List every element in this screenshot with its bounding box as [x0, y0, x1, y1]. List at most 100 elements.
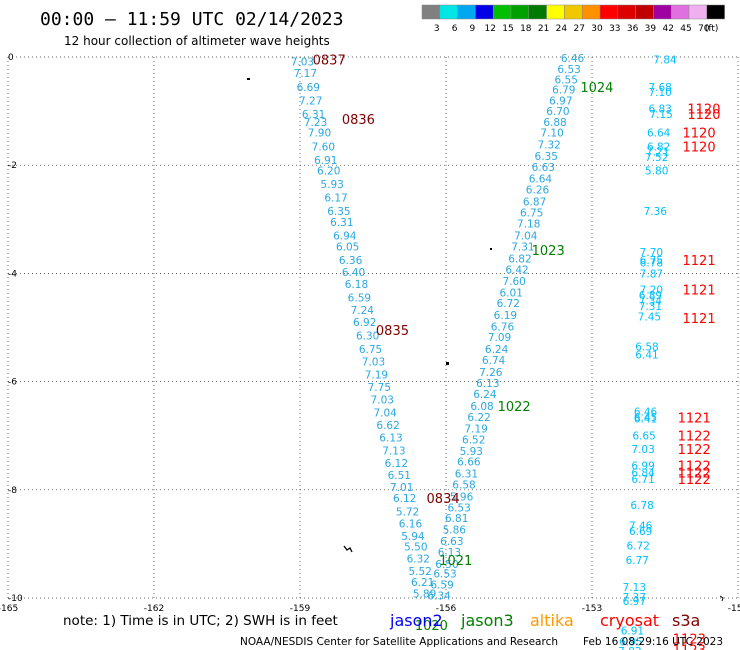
swh-value: 6.01 — [500, 287, 523, 299]
y-axis-ticks: 0 -2 -4 -6 -8 -10 — [8, 53, 23, 604]
swh-value: 6.21 — [411, 577, 434, 589]
swh-value: 6.08 — [470, 401, 493, 413]
swh-value: 6.13 — [438, 547, 461, 559]
time-label: 1120 — [687, 108, 720, 123]
time-label: 1122 — [678, 473, 711, 488]
swh-value: 7.19 — [365, 370, 388, 382]
swh-value: 7.24 — [351, 305, 375, 317]
swh-value: 7.03 — [362, 357, 385, 369]
swh-value: 7.90 — [308, 128, 331, 140]
legend-swatch — [528, 4, 547, 20]
legend-swatch — [421, 4, 441, 20]
swh-value: 7.36 — [644, 206, 668, 218]
swh-value: 6.59 — [348, 293, 371, 305]
island-mark — [446, 362, 449, 365]
swh-value: 5.86 — [443, 524, 467, 536]
swh-value: 6.75 — [359, 344, 382, 356]
swh-value: 6.55 — [555, 75, 578, 87]
swh-value: 6.58 — [635, 341, 658, 353]
legend-label: 33 — [609, 24, 620, 34]
legend-label: 15 — [502, 24, 513, 34]
y-tick-label: -6 — [8, 378, 17, 388]
legend-label: 9 — [470, 24, 476, 34]
swh-value: 6.82 — [508, 253, 531, 265]
time-label: 1121 — [683, 284, 716, 299]
y-tick-label: -10 — [8, 594, 23, 604]
swh-value: 7.70 — [640, 247, 663, 259]
map-marks — [247, 78, 724, 602]
legend-label: 42 — [662, 24, 673, 34]
plot-grid — [7, 56, 739, 599]
swh-value: 6.36 — [339, 255, 363, 267]
legend-label: (ft) — [705, 24, 719, 34]
satellite-legend: jason2 jason3 altika cryosat s3a — [389, 611, 700, 630]
swh-value: 6.75 — [520, 207, 543, 219]
swh-value: 6.63 — [440, 536, 463, 548]
legend-swatch — [617, 4, 636, 20]
swh-value: 7.13 — [623, 582, 646, 594]
swh-value: 6.62 — [376, 420, 399, 432]
time-label: 0837 — [313, 54, 346, 69]
swh-value: 6.40 — [342, 267, 365, 279]
swh-value: 5.94 — [401, 531, 425, 543]
swh-value: 6.65 — [632, 431, 655, 443]
time-label: 1120 — [683, 127, 716, 142]
swh-value: 6.64 — [529, 174, 553, 186]
swh-value: 7.19 — [464, 424, 487, 436]
time-label: 0836 — [342, 113, 375, 128]
footer-credit: NOAA/NESDIS Center for Satellite Applica… — [240, 636, 558, 648]
legend-swatch — [670, 4, 690, 20]
swh-value: 6.53 — [557, 64, 580, 76]
swh-value: 5.93 — [320, 179, 343, 191]
legend-swatch — [457, 4, 476, 20]
swh-value: 6.87 — [523, 196, 546, 208]
swh-value: 6.19 — [494, 310, 517, 322]
swh-value: 6.16 — [399, 518, 423, 530]
swh-value: 7.13 — [382, 445, 405, 457]
swh-value: 7.03 — [371, 394, 394, 406]
swh-points: 7.037.176.697.276.317.237.907.606.916.20… — [291, 53, 677, 650]
time-label: 1123 — [673, 643, 706, 650]
swh-value: 6.46 — [634, 406, 658, 418]
swh-value: 6.35 — [327, 206, 350, 218]
swh-value: 6.72 — [627, 541, 650, 553]
swh-value: 6.79 — [552, 84, 575, 96]
time-label: 1121 — [683, 254, 716, 269]
swh-value: 7.31 — [511, 241, 534, 253]
swh-value: 6.81 — [445, 513, 468, 525]
swh-value: 6.78 — [630, 500, 653, 512]
legend-swatch — [439, 4, 458, 20]
legend-label: 12 — [484, 24, 495, 34]
swh-value: 7.17 — [294, 68, 317, 80]
swh-value: 6.35 — [535, 151, 558, 163]
swh-value: 6.59 — [430, 579, 453, 591]
swh-value: 6.12 — [385, 458, 408, 470]
time-label: 1123 — [673, 633, 706, 648]
swh-value: 6.31 — [330, 217, 353, 229]
swh-value: 6.63 — [532, 162, 555, 174]
swh-value: 6.70 — [546, 106, 569, 118]
swh-value: 6.32 — [407, 554, 430, 566]
legend-swatch — [546, 4, 565, 20]
legend-swatch — [510, 4, 530, 20]
time-label: 1120 — [683, 140, 716, 155]
swh-value: 7.46 — [629, 521, 653, 533]
legend-swatch — [653, 4, 672, 20]
legend-swatch — [635, 4, 654, 20]
swh-value: 7.04 — [373, 407, 397, 419]
satellite-name: cryosat — [600, 611, 659, 630]
satellite-name: altika — [530, 611, 574, 630]
swh-value: 7.84 — [653, 55, 677, 67]
swh-value: 7.75 — [368, 382, 391, 394]
swh-value: 7.15 — [649, 109, 672, 121]
swh-value: 7.03 — [631, 444, 654, 456]
swh-value: 5.72 — [396, 506, 419, 518]
swh-value: 6.13 — [379, 432, 402, 444]
swh-value: 7.10 — [540, 128, 563, 140]
swh-value: 6.74 — [482, 355, 506, 367]
swh-value: 6.66 — [457, 457, 481, 469]
swh-value: 6.91 — [621, 625, 644, 637]
swh-value: 6.78 — [640, 258, 663, 270]
swh-value: 6.41 — [634, 413, 657, 425]
swh-value: 7.37 — [623, 592, 646, 604]
